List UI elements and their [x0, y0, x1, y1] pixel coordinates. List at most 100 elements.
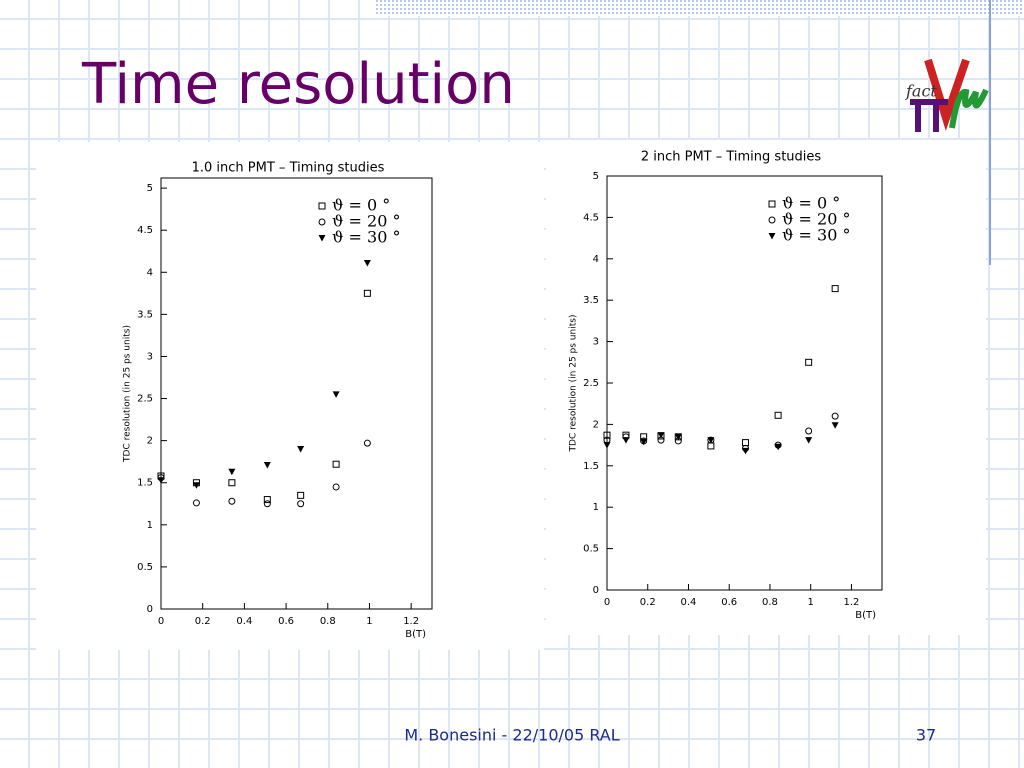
y-tick-label: 2 — [593, 419, 599, 430]
marker — [805, 427, 813, 435]
y-tick-label: 3.5 — [137, 309, 153, 320]
logo-text: fact — [905, 82, 937, 101]
marker — [228, 497, 236, 505]
y-tick-label: 4 — [147, 267, 153, 278]
x-tick-label: 0.6 — [721, 597, 737, 608]
x-tick-label: 0.4 — [236, 616, 252, 627]
x-tick-label: 0.4 — [681, 597, 697, 608]
marker — [332, 483, 340, 491]
marker — [831, 412, 839, 420]
x-tick-label: 0.2 — [195, 616, 211, 627]
logo: fact — [905, 58, 989, 132]
y-axis-title: TDC resolution (in 25 ps units) — [123, 325, 133, 463]
x-tick-label: 1.2 — [843, 597, 859, 608]
marker — [297, 500, 305, 508]
marker — [805, 358, 813, 366]
x-tick-label: 0.6 — [278, 616, 294, 627]
legend-label: ϑ = 30 ° — [332, 228, 400, 247]
marker — [707, 437, 715, 444]
x-tick-label: 0.8 — [762, 597, 778, 608]
marker — [805, 437, 813, 444]
marker — [363, 289, 371, 297]
marker — [228, 479, 236, 487]
marker — [768, 233, 776, 240]
legend-label: ϑ = 0 ° — [332, 196, 390, 215]
plot-frame — [160, 177, 433, 610]
x-axis-title: B(T) — [405, 629, 426, 640]
chart-panel — [546, 140, 986, 635]
marker — [674, 433, 682, 441]
marker — [622, 437, 630, 444]
y-tick-label: 2.5 — [137, 394, 153, 405]
x-tick-label: 0 — [158, 616, 164, 627]
y-tick-label: 2 — [147, 436, 153, 447]
x-tick-label: 1 — [366, 616, 372, 627]
y-tick-label: 4.5 — [137, 225, 153, 236]
y-axis-title: TDC resolution (in 25 ps units) — [569, 315, 579, 453]
y-tick-label: 0 — [593, 585, 599, 596]
marker — [768, 200, 776, 208]
marker — [603, 431, 611, 439]
y-tick-label: 1 — [147, 520, 153, 531]
marker — [297, 491, 305, 499]
y-tick-label: 1 — [593, 502, 599, 513]
marker — [332, 391, 340, 398]
y-tick-label: 0 — [147, 604, 153, 615]
y-tick-label: 2.5 — [583, 378, 599, 389]
chart-title: 1.0 inch PMT – Timing studies — [192, 161, 385, 176]
marker — [192, 482, 200, 489]
page-number: 37 — [916, 726, 936, 745]
marker — [657, 432, 665, 439]
legend-label: ϑ = 20 ° — [332, 212, 400, 231]
marker — [192, 499, 200, 507]
marker — [332, 460, 340, 468]
y-tick-label: 3.5 — [583, 295, 599, 306]
y-tick-label: 0.5 — [137, 562, 153, 573]
marker — [774, 443, 782, 451]
marker — [363, 260, 371, 267]
legend-label: ϑ = 0 ° — [782, 194, 840, 213]
y-tick-label: 0.5 — [583, 544, 599, 555]
marker — [297, 446, 305, 453]
x-tick-label: 1 — [808, 597, 814, 608]
x-axis-title: B(T) — [855, 610, 876, 621]
marker — [228, 468, 236, 476]
logo-pi — [910, 99, 948, 132]
marker — [263, 496, 271, 504]
legend-label: ϑ = 20 ° — [782, 210, 850, 229]
marker — [831, 285, 839, 293]
marker — [318, 235, 326, 242]
marker — [774, 411, 782, 419]
slide-title: Time resolution — [81, 52, 515, 117]
footer: M. Bonesini - 22/10/05 RAL — [404, 726, 619, 745]
marker — [263, 500, 271, 508]
x-tick-label: 0 — [604, 597, 610, 608]
x-tick-label: 0.2 — [640, 597, 656, 608]
y-tick-label: 5 — [147, 183, 153, 194]
marker — [768, 216, 776, 224]
y-tick-label: 1.5 — [583, 461, 599, 472]
y-tick-label: 3 — [593, 337, 599, 348]
logo-mu — [949, 88, 989, 129]
marker — [831, 422, 839, 429]
marker — [157, 477, 165, 484]
legend-label: ϑ = 30 ° — [782, 226, 850, 245]
logo-v — [924, 58, 970, 131]
y-tick-label: 4.5 — [583, 212, 599, 223]
chart-title: 2 inch PMT – Timing studies — [641, 150, 822, 165]
top-band — [375, 0, 1024, 16]
x-tick-label: 0.8 — [320, 616, 336, 627]
marker — [603, 442, 611, 449]
y-tick-label: 1.5 — [137, 478, 153, 489]
y-tick-label: 4 — [593, 254, 599, 265]
marker — [263, 462, 271, 469]
marker — [742, 447, 750, 455]
marker — [363, 439, 371, 447]
marker — [318, 202, 326, 210]
marker — [318, 218, 326, 226]
marker — [640, 438, 648, 446]
y-tick-label: 5 — [593, 171, 599, 182]
chart-panel — [36, 142, 544, 650]
